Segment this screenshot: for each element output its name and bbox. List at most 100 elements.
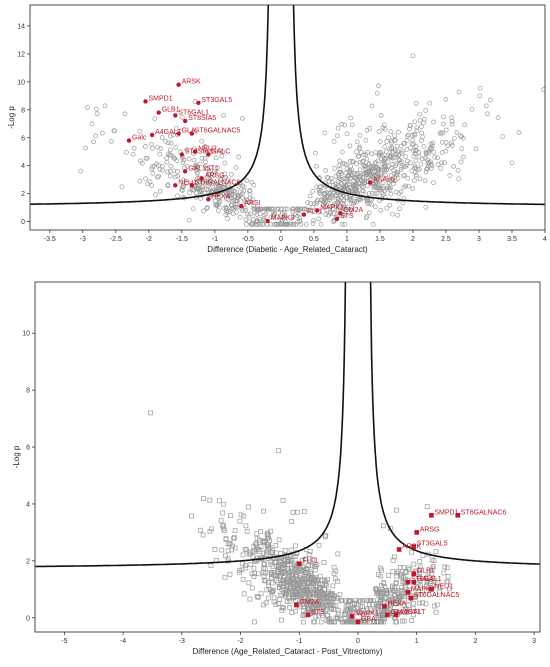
- background-point: [391, 597, 396, 603]
- x-tick-label: 1: [345, 236, 349, 243]
- background-point: [137, 178, 143, 184]
- background-point: [417, 111, 423, 117]
- background-point: [454, 129, 460, 135]
- x-tick-label: 0.5: [309, 236, 319, 243]
- background-point: [414, 128, 420, 134]
- background-point: [307, 548, 313, 554]
- gene-point-neu1: [429, 587, 434, 592]
- background-point: [400, 579, 406, 585]
- background-point: [398, 167, 404, 172]
- background-point: [339, 121, 344, 127]
- background-point: [383, 167, 389, 173]
- background-point: [220, 510, 225, 516]
- background-point: [317, 599, 323, 604]
- background-point: [442, 160, 447, 166]
- background-point: [392, 593, 398, 598]
- background-point: [409, 141, 415, 147]
- background-point: [386, 135, 391, 141]
- background-point: [351, 601, 357, 606]
- background-point: [318, 619, 324, 625]
- background-point: [250, 216, 256, 222]
- background-point: [333, 603, 339, 609]
- background-point: [244, 222, 249, 227]
- background-point: [256, 537, 262, 543]
- background-point: [312, 619, 317, 625]
- background-point: [94, 111, 100, 117]
- background-point: [449, 140, 455, 146]
- gene-label-st3gal5: ST3GAL5: [417, 541, 448, 548]
- x-tick-label: 2: [411, 236, 415, 243]
- background-point: [429, 557, 435, 563]
- background-point: [247, 551, 253, 557]
- background-point: [435, 155, 440, 161]
- background-point: [270, 588, 276, 594]
- background-point: [219, 153, 225, 159]
- background-point: [407, 567, 413, 572]
- background-point: [280, 498, 286, 503]
- gene-point-st6galnac6: [189, 183, 194, 188]
- background-point: [202, 156, 208, 161]
- background-point: [241, 184, 247, 190]
- background-point: [402, 140, 408, 146]
- background-point: [237, 518, 243, 524]
- background-point: [225, 541, 231, 547]
- background-point: [208, 563, 214, 568]
- background-point: [331, 564, 337, 570]
- gene-label-asah1: ASAH1: [373, 177, 396, 184]
- gene-point-hexa: [382, 604, 387, 609]
- background-point: [374, 90, 380, 96]
- gene-label-st6galnac6: ST6GALNAC6: [195, 179, 241, 186]
- background-point: [288, 222, 294, 227]
- background-point: [421, 144, 427, 149]
- background-point: [240, 577, 246, 582]
- x-tick-label: -3.5: [44, 236, 56, 243]
- background-point: [233, 165, 239, 170]
- gene-label-arsg: ARSG: [420, 526, 440, 533]
- background-point: [401, 575, 406, 580]
- background-point: [295, 509, 301, 515]
- background-point: [289, 519, 294, 524]
- background-point: [186, 190, 192, 196]
- background-point: [394, 580, 399, 585]
- background-point: [171, 155, 177, 161]
- background-point: [221, 112, 226, 118]
- background-point: [416, 154, 422, 160]
- background-point: [222, 528, 227, 533]
- background-point: [412, 119, 418, 125]
- background-point: [165, 182, 171, 188]
- background-point: [303, 589, 309, 594]
- background-point: [313, 563, 318, 569]
- background-point: [295, 569, 300, 575]
- background-point: [394, 507, 399, 513]
- background-point: [417, 559, 423, 564]
- gene-point-a4galt: [149, 132, 155, 138]
- background-point: [335, 208, 341, 214]
- gene-label-glb1: GLB1: [162, 107, 180, 114]
- background-point: [376, 152, 382, 158]
- background-point: [322, 581, 328, 586]
- background-point: [431, 119, 436, 125]
- background-point: [418, 161, 424, 167]
- gene-label-arsk: ARSK: [182, 79, 201, 86]
- gene-label-galc: Galc: [132, 135, 147, 142]
- background-point: [168, 173, 173, 179]
- background-point: [349, 173, 354, 178]
- background-point: [333, 615, 339, 621]
- background-point: [426, 159, 432, 165]
- background-point: [207, 178, 213, 184]
- background-point: [335, 196, 341, 202]
- background-point: [323, 600, 328, 606]
- background-point: [225, 183, 231, 189]
- background-point: [413, 158, 419, 164]
- background-point: [314, 562, 320, 568]
- background-point: [226, 177, 231, 183]
- background-point: [417, 571, 423, 576]
- background-point: [298, 222, 304, 227]
- background-point: [391, 181, 397, 187]
- background-point: [422, 117, 427, 122]
- background-point: [218, 177, 223, 183]
- y-tick-label: 12: [17, 51, 25, 58]
- background-point: [244, 178, 250, 183]
- background-point: [147, 179, 153, 185]
